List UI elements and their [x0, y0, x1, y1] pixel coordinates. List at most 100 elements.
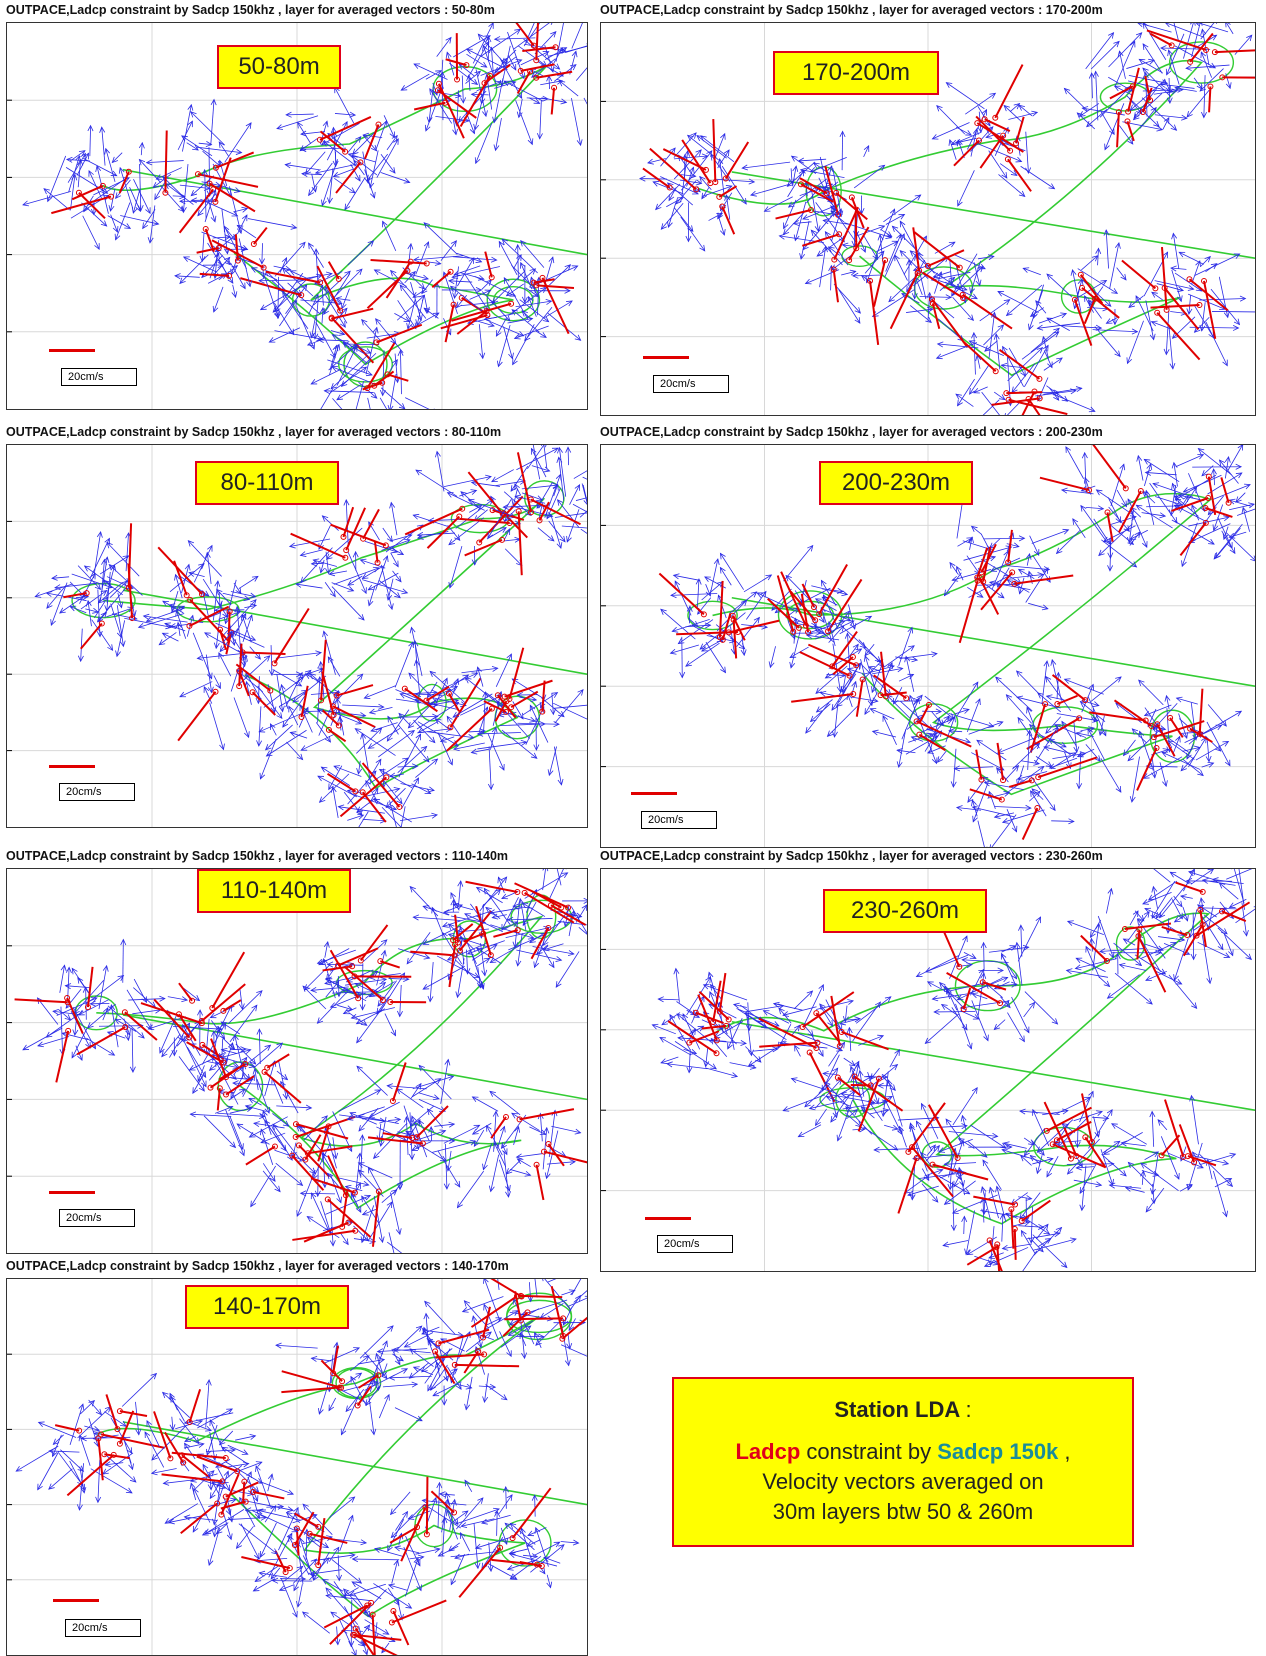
sadcp-vector [390, 1193, 399, 1235]
sadcp-vector [570, 485, 580, 505]
sadcp-arrowhead [819, 616, 824, 622]
sadcp-vector [1218, 517, 1232, 548]
sadcp-arrowhead [477, 887, 483, 892]
sadcp-vector [132, 1028, 133, 1072]
ladcp-vector [216, 152, 254, 167]
sadcp-vector [926, 955, 969, 972]
sadcp-vector [1091, 41, 1119, 69]
sadcp-vector [837, 696, 849, 706]
sadcp-vector [296, 584, 322, 588]
sadcp-vector [210, 703, 224, 750]
sadcp-vector [1170, 872, 1189, 883]
sadcp-vector [799, 159, 827, 161]
sadcp-vector [401, 74, 429, 90]
vector-plot [601, 445, 1255, 847]
sadcp-vector [660, 1037, 691, 1055]
ladcp-vector [485, 252, 491, 278]
station-marker [397, 804, 402, 809]
ladcp-vector [15, 999, 68, 1002]
sadcp-arrowhead [143, 222, 148, 228]
sadcp-vector [925, 1014, 959, 1044]
sadcp-vector [991, 558, 1020, 571]
sadcp-arrowhead [345, 204, 350, 210]
sadcp-arrowhead [942, 1004, 948, 1009]
sadcp-vector [554, 747, 561, 785]
sadcp-vector [1176, 455, 1204, 467]
panel-title: OUTPACE,Ladcp constraint by Sadcp 150khz… [600, 846, 1260, 866]
sadcp-vector [263, 1171, 280, 1192]
sadcp-vector [1049, 739, 1071, 755]
sadcp-arrowhead [556, 981, 561, 987]
sadcp-arrowhead [1136, 505, 1142, 510]
station-marker [904, 696, 909, 701]
sadcp-vector [517, 1159, 530, 1167]
sadcp-vector [1101, 758, 1121, 792]
sadcp-vector [697, 579, 699, 607]
sadcp-vector [319, 526, 330, 549]
plot-area: 50-80m 20cm/s [6, 22, 588, 410]
sadcp-arrowhead [710, 1064, 716, 1069]
ladcp-vector [1180, 523, 1205, 556]
sadcp-vector [573, 504, 587, 518]
panel-title: OUTPACE,Ladcp constraint by Sadcp 150khz… [600, 0, 1260, 20]
sadcp-vector [958, 170, 975, 206]
sadcp-arrowhead [720, 667, 725, 673]
ladcp-vector [1122, 260, 1155, 288]
depth-label: 110-140m [197, 869, 351, 913]
sadcp-vector [202, 233, 204, 262]
sadcp-arrowhead [484, 958, 490, 963]
sadcp-vector [369, 1102, 400, 1118]
sadcp-vector [385, 1014, 396, 1036]
sadcp-vector [1115, 41, 1135, 86]
sadcp-vector [1146, 472, 1177, 474]
sadcp-vector [383, 528, 393, 542]
sadcp-arrowhead [348, 580, 354, 585]
sadcp-vector [1199, 298, 1245, 300]
sadcp-vector [48, 156, 66, 201]
ladcp-vector [223, 1000, 241, 1011]
sadcp-vector [423, 966, 465, 989]
sadcp-arrowhead [749, 1061, 755, 1066]
sadcp-vector [900, 654, 937, 659]
sadcp-arrowhead [686, 661, 692, 666]
ladcp-vector [976, 750, 981, 780]
sadcp-vector [581, 529, 587, 545]
sadcp-vector [1007, 285, 1043, 315]
station-marker [726, 1017, 731, 1022]
sadcp-arrowhead [517, 1159, 523, 1164]
sadcp-vector [996, 677, 1032, 711]
sadcp-vector [279, 301, 296, 326]
sadcp-vector [744, 575, 771, 592]
sadcp-vector [681, 217, 705, 251]
ladcp-vector [254, 228, 267, 244]
sadcp-vector [556, 23, 565, 62]
sadcp-vector [701, 136, 734, 162]
sadcp-vector [1024, 345, 1048, 387]
ladcp-vector [129, 523, 131, 587]
sadcp-arrowhead [340, 321, 345, 327]
sadcp-vector [1192, 261, 1200, 284]
sadcp-vector [1191, 703, 1196, 740]
sadcp-vector [518, 933, 523, 966]
sadcp-vector [405, 398, 437, 409]
sadcp-vector [995, 807, 1031, 809]
sadcp-arrowhead [1081, 506, 1086, 512]
sadcp-vector [269, 328, 300, 342]
sadcp-vector [950, 563, 958, 575]
sadcp-arrowhead [219, 142, 224, 148]
sadcp-vector [751, 184, 790, 195]
panel-110-140m: OUTPACE,Ladcp constraint by Sadcp 150khz… [6, 846, 592, 1254]
sadcp-arrowhead [973, 682, 978, 688]
sadcp-vector [311, 369, 341, 384]
sadcp-vector [937, 343, 977, 359]
sadcp-vector [849, 1028, 850, 1051]
sadcp-arrowhead [1111, 288, 1117, 293]
sadcp-vector [329, 168, 333, 203]
sadcp-vector [99, 1026, 143, 1027]
sadcp-vector [322, 516, 338, 531]
sadcp-vector [584, 98, 587, 119]
ladcp-vector [874, 260, 885, 306]
panel-230-260m: OUTPACE,Ladcp constraint by Sadcp 150khz… [600, 846, 1260, 1276]
sadcp-vector [495, 481, 525, 486]
sadcp-arrowhead [699, 245, 704, 251]
